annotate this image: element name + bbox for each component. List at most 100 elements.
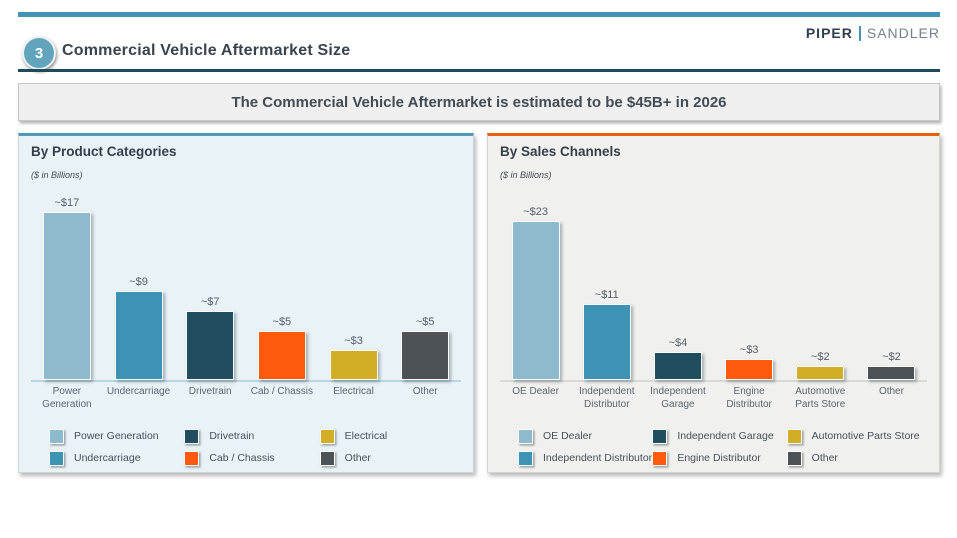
chart-title: By Product Categories (31, 144, 177, 159)
legend-label: Power Generation (74, 430, 159, 442)
bar (725, 359, 774, 380)
bars-row: ~$17 ~$9 ~$7 ~$5 ~$3 ~$5 (31, 194, 461, 382)
brand-piper: PIPER (805, 25, 853, 41)
bar (329, 350, 378, 380)
bar (796, 366, 845, 380)
bar (867, 366, 916, 380)
legend-item: Electrical (319, 428, 455, 444)
bar-column: ~$3 (714, 344, 785, 380)
legend-swatch (652, 428, 668, 444)
legend-swatch (184, 450, 200, 466)
bar-value-label: ~$3 (344, 335, 363, 347)
slide-number-badge: 3 (22, 36, 56, 70)
bar-value-label: ~$9 (129, 276, 148, 288)
bar-column: ~$5 (246, 316, 318, 380)
legend-swatch (786, 428, 802, 444)
legend-swatch (518, 428, 533, 444)
headline-text: The Commercial Vehicle Aftermarket is es… (231, 93, 727, 111)
bar (582, 304, 631, 380)
legend-label: Other (811, 452, 838, 464)
headline-banner: The Commercial Vehicle Aftermarket is es… (18, 83, 940, 121)
chart-units-note: ($ in Billions) (31, 170, 83, 180)
page-title: Commercial Vehicle Aftermarket Size (62, 42, 351, 59)
bar-column: ~$17 (31, 197, 103, 380)
header-divider (18, 69, 940, 72)
bar-value-label: ~$23 (523, 206, 548, 218)
category-label: Power Generation (42, 386, 92, 410)
bar-value-label: ~$17 (54, 197, 80, 209)
category-label: Independent Garage (650, 386, 706, 410)
bar (401, 331, 450, 380)
category-label: Other (878, 386, 904, 397)
legend-swatch (184, 428, 200, 444)
category-label: Drivetrain (188, 386, 232, 397)
legend-item: Power Generation (49, 428, 184, 444)
bar-value-label: ~$5 (272, 316, 292, 328)
legend-label: Automotive Parts Store (811, 430, 920, 442)
bar (257, 331, 306, 380)
legend-item: OE Dealer (518, 428, 652, 444)
bar-column: ~$4 (642, 337, 713, 380)
top-accent-bar (18, 12, 940, 17)
legend-item: Cab / Chassis (184, 450, 319, 466)
bar-column: ~$5 (389, 316, 461, 380)
legend-swatch (652, 450, 668, 466)
legend: OE Dealer Independent Distributor Independ… (518, 426, 921, 468)
legend-swatch (319, 450, 335, 466)
legend-label: Independent Garage (677, 430, 774, 442)
bar-value-label: ~$5 (415, 316, 435, 328)
bar-value-label: ~$4 (668, 337, 688, 349)
legend-item: Undercarriage (49, 450, 184, 466)
chart-units-note: ($ in Billions) (500, 170, 552, 180)
panel-sales-channels: By Sales Channels ($ in Billions) ~$23 ~$… (487, 133, 940, 473)
chart-plot-area: ~$17 ~$9 ~$7 ~$5 ~$3 ~$5 (31, 194, 461, 382)
bar-column: ~$2 (785, 351, 856, 380)
legend-label: Electrical (344, 430, 388, 442)
bar-column: ~$23 (500, 206, 571, 380)
bar (114, 291, 163, 380)
legend-item: Other (786, 450, 921, 466)
category-label: OE Dealer (512, 386, 559, 397)
category-label: Electrical (333, 386, 374, 397)
legend-item: Independent Garage (652, 428, 786, 444)
legend-label: Independent Distributor (543, 452, 653, 464)
bar-value-label: ~$7 (200, 296, 220, 308)
chart-plot-area: ~$23 ~$11 ~$4 ~$3 ~$2 ~$2 (500, 194, 927, 382)
bar-value-label: ~$3 (739, 344, 759, 356)
legend-item: Independent Distributor (518, 450, 653, 466)
legend-label: Undercarriage (74, 452, 141, 464)
legend-label: OE Dealer (543, 430, 593, 442)
categories-row: OE Dealer Independent Distributor Independ… (500, 386, 927, 411)
legend-swatch (786, 450, 802, 466)
bar-value-label: ~$11 (594, 289, 619, 301)
legend-label: Drivetrain (209, 430, 255, 442)
legend-label: Engine Distributor (677, 452, 761, 464)
legend-label: Other (344, 452, 371, 464)
legend-swatch (49, 450, 64, 466)
legend-label: Cab / Chassis (209, 452, 275, 464)
slide-number: 3 (34, 44, 44, 62)
legend-swatch (518, 450, 533, 466)
bar-value-label: ~$2 (810, 351, 830, 363)
category-label: Engine Distributor (726, 386, 772, 410)
bar-column: ~$3 (318, 335, 390, 380)
categories-row: Power Generation Undercarriage Drivetrain C… (31, 386, 461, 411)
bar (511, 221, 560, 380)
brand-sandler: SANDLER (866, 25, 940, 41)
bar (42, 212, 91, 380)
chart-title: By Sales Channels (500, 144, 621, 159)
bar-column: ~$11 (571, 289, 642, 380)
legend-item: Other (319, 450, 455, 466)
bar (186, 311, 235, 380)
category-label: Automotive Parts Store (795, 386, 846, 410)
bar (653, 352, 702, 380)
bars-row: ~$23 ~$11 ~$4 ~$3 ~$2 ~$2 (500, 194, 927, 382)
legend-item: Automotive Parts Store (786, 428, 921, 444)
category-label: Independent Distributor (578, 386, 635, 410)
category-label: Cab / Chassis (250, 386, 313, 397)
bar-value-label: ~$2 (882, 351, 901, 363)
legend-item: Drivetrain (184, 428, 319, 444)
bar-column: ~$7 (174, 296, 246, 380)
legend-item: Engine Distributor (652, 450, 786, 466)
